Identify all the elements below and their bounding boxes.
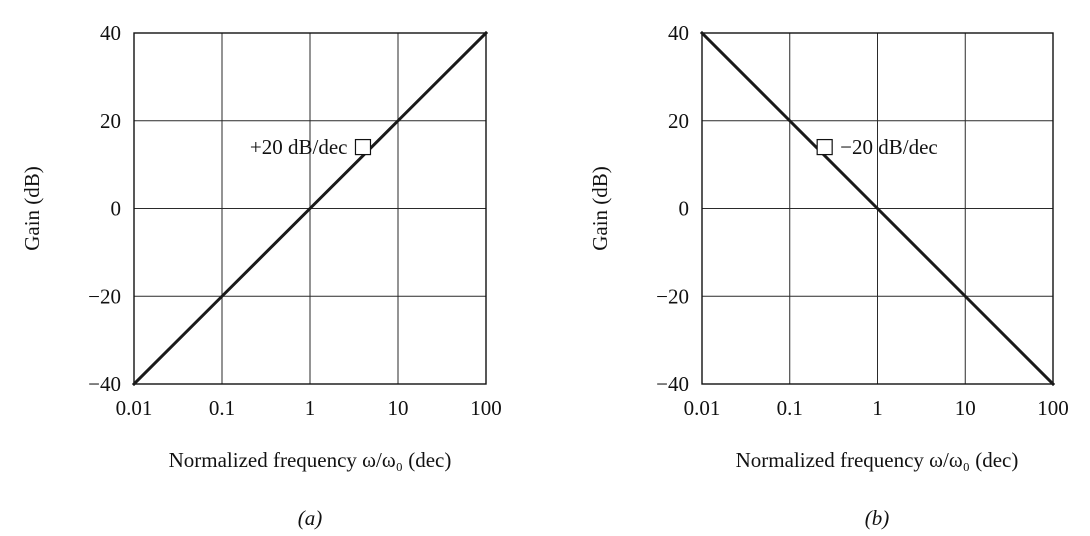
x-tick-label: 100: [470, 396, 502, 420]
x-axis-label: Normalized frequency ω/ω₀ (dec): [169, 448, 452, 472]
x-tick-label: 1: [305, 396, 316, 420]
x-tick-label: 100: [1037, 396, 1069, 420]
panel-a: 0.01 0.1 1 10 100 −40 −20 0 20 40 Normalized frequ…: [20, 21, 502, 530]
x-tick-label: 0.1: [777, 396, 803, 420]
series-line-gain: [131, 30, 489, 387]
x-tick-label: 1: [872, 396, 883, 420]
y-tick-label: 40: [668, 21, 689, 45]
x-axis-label: Normalized frequency ω/ω₀ (dec): [736, 448, 1019, 472]
y-tick-label: 20: [100, 109, 121, 133]
panel-label: (b): [865, 506, 890, 530]
y-tick-label: 0: [679, 197, 690, 221]
y-tick-label: −20: [88, 284, 121, 308]
plot-frame: [701, 32, 1054, 385]
x-tick-label: 0.01: [116, 396, 153, 420]
y-tick-label: −40: [656, 372, 689, 396]
slope-marker: [354, 138, 372, 156]
y-tick-label: −20: [656, 284, 689, 308]
plot-frame: [133, 32, 487, 385]
y-axis-label: Gain (dB): [588, 166, 612, 251]
y-tick-label: −40: [88, 372, 121, 396]
x-tick-label: 10: [955, 396, 976, 420]
series-line-gain: [699, 30, 1056, 387]
x-tick-label: 0.1: [209, 396, 235, 420]
y-tick-label: 40: [100, 21, 121, 45]
panel-b: 0.01 0.1 1 10 100 −40 −20 0 20 40 Normalized frequ…: [588, 21, 1069, 530]
y-tick-label: 0: [111, 197, 122, 221]
slope-annotation: −20 dB/dec: [840, 135, 938, 159]
panel-label: (a): [298, 506, 323, 530]
y-axis-label: Gain (dB): [20, 166, 44, 251]
x-tick-label: 0.01: [684, 396, 721, 420]
x-tick-label: 10: [388, 396, 409, 420]
y-tick-label: 20: [668, 109, 689, 133]
slope-annotation: +20 dB/dec: [250, 135, 348, 159]
slope-marker: [816, 138, 833, 156]
